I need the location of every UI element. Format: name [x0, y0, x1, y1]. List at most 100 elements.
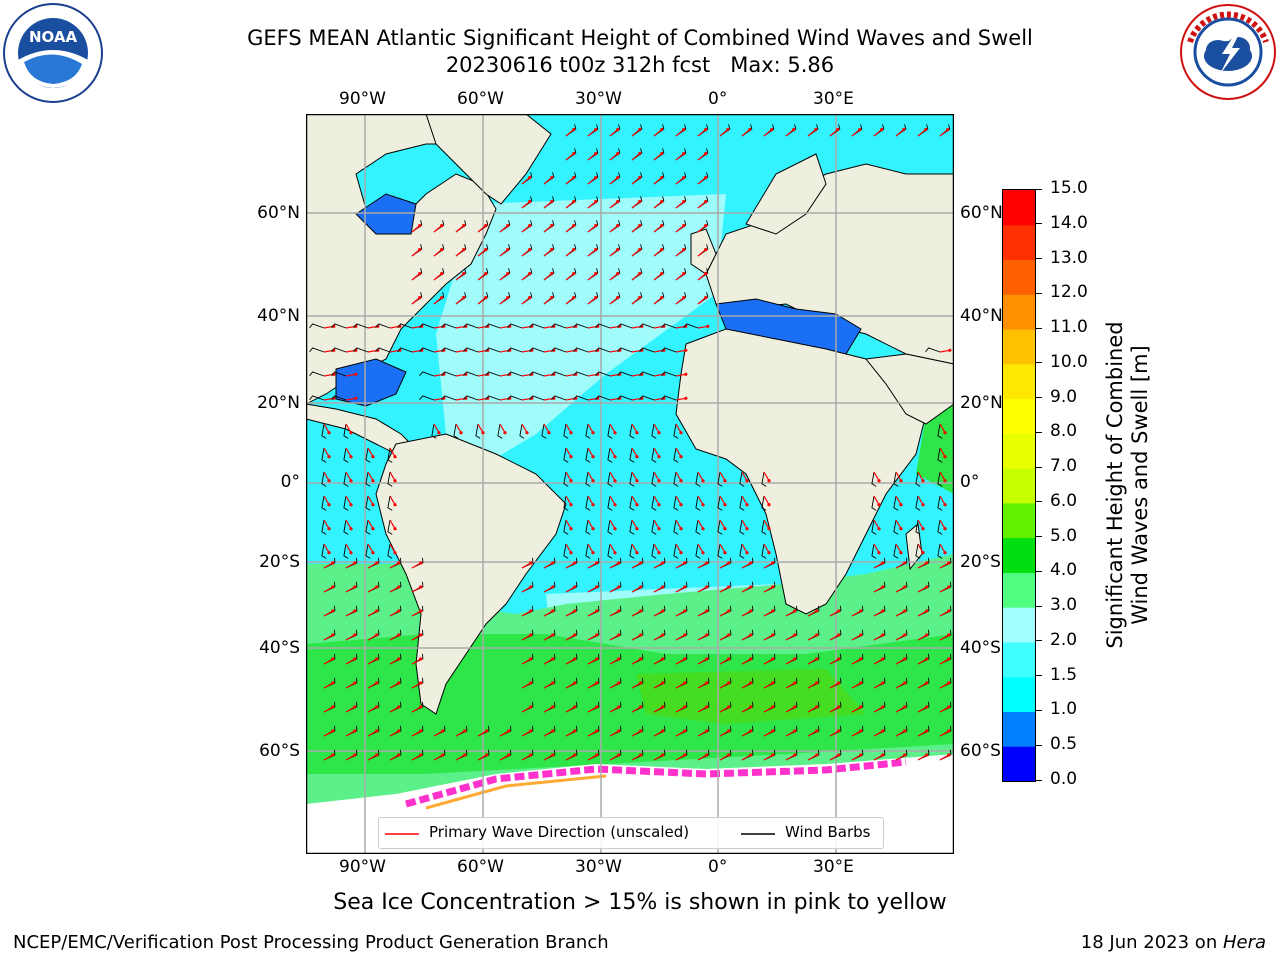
wind-barb — [441, 371, 457, 377]
wind-barb — [717, 471, 723, 487]
wave-direction-arrowhead — [661, 753, 665, 757]
wave-direction-arrowhead — [327, 551, 331, 555]
wave-direction-arrowhead — [701, 527, 705, 531]
wind-barb — [893, 495, 899, 511]
wind-barb — [441, 323, 457, 329]
wave-direction-arrow — [785, 706, 795, 713]
wave-direction-arrowhead — [375, 609, 379, 613]
wave-direction-arrow — [565, 249, 575, 257]
wave-direction-arrowhead — [349, 503, 353, 507]
colorbar-tick-mark — [1036, 779, 1042, 781]
wave-direction-arrow — [609, 495, 616, 505]
wave-direction-arrowhead — [661, 633, 665, 637]
wave-direction-arrow — [653, 543, 660, 553]
wave-direction-arrowhead — [375, 585, 379, 589]
wind-barb — [595, 323, 611, 329]
colorbar-svg — [1003, 190, 1035, 782]
wave-direction-arrow — [719, 562, 729, 569]
wave-direction-arrow — [895, 543, 902, 553]
wave-direction-arrowhead — [701, 479, 705, 483]
colorbar-ticks: 0.0 0.5 1.0 1.5 2.0 3.0 4.0 5.0 6.0 7.0 8.0 9.0 10.0… — [1036, 178, 1116, 789]
wave-direction-arrow — [895, 471, 902, 481]
wave-direction-arrowhead — [683, 633, 687, 637]
wave-direction-arrow — [829, 706, 839, 713]
wave-direction-arrow — [873, 682, 883, 689]
colorbar-tick-mark — [1036, 501, 1042, 503]
wave-direction-arrowhead — [462, 272, 466, 276]
wave-direction-arrow — [411, 730, 421, 737]
wave-direction-arrow — [609, 297, 619, 305]
wind-barb — [365, 519, 371, 535]
wave-direction-arrow — [323, 634, 333, 641]
wave-direction-arrow — [609, 730, 619, 737]
wave-direction-arrow — [719, 610, 729, 617]
wave-direction-arrowhead — [881, 585, 885, 589]
wave-direction-arrow — [697, 129, 707, 137]
wave-direction-arrowhead — [771, 657, 775, 661]
wind-barb — [353, 323, 369, 329]
wave-direction-arrowhead — [419, 657, 423, 661]
wave-direction-arrowhead — [771, 681, 775, 685]
wave-direction-arrowhead — [749, 657, 753, 661]
wave-direction-arrowhead — [639, 657, 643, 661]
wave-direction-arrowhead — [528, 224, 532, 228]
wave-direction-arrow — [675, 610, 685, 617]
wave-direction-arrow — [917, 730, 927, 737]
wind-barb — [321, 423, 327, 439]
wave-direction-arrowhead — [419, 681, 423, 685]
wave-direction-arrowhead — [859, 609, 863, 613]
wave-direction-arrow — [499, 225, 509, 233]
wind-barb — [761, 495, 767, 511]
wave-direction-arrow — [741, 730, 751, 737]
wave-direction-arrowhead — [572, 152, 576, 156]
wave-direction-arrow — [785, 754, 795, 761]
wave-direction-arrowhead — [705, 729, 709, 733]
wave-direction-arrowhead — [591, 455, 595, 459]
wave-direction-arrow — [653, 129, 663, 137]
sea-ice-edge-south-2 — [425, 774, 607, 810]
wave-direction-arrowhead — [925, 729, 929, 733]
wave-direction-arrow — [675, 562, 685, 569]
wave-direction-arrow — [543, 177, 553, 185]
wave-direction-arrow — [763, 543, 770, 553]
wind-barb — [937, 495, 943, 511]
footer-host: Hera — [1222, 932, 1266, 953]
wave-direction-arrowhead — [638, 176, 642, 180]
wave-direction-arrow — [653, 201, 663, 209]
wave-direction-arrow — [565, 682, 575, 689]
wind-barb — [343, 495, 349, 511]
wind-barb — [607, 423, 613, 439]
wave-direction-arrowhead — [551, 585, 555, 589]
wind-barb — [717, 519, 723, 535]
wave-direction-arrow — [719, 754, 729, 761]
wave-direction-arrowhead — [371, 551, 375, 555]
wave-direction-arrowhead — [705, 657, 709, 661]
wave-direction-arrowhead — [349, 551, 353, 555]
wave-direction-arrow — [653, 423, 660, 433]
wave-direction-arrow — [609, 634, 619, 641]
wave-direction-arrowhead — [948, 348, 952, 352]
wind-barb — [463, 371, 479, 377]
wave-direction-arrow — [323, 447, 330, 457]
wind-barb — [585, 423, 591, 439]
wave-direction-arrow — [785, 634, 795, 641]
wave-direction-arrowhead — [331, 585, 335, 589]
wave-direction-arrow — [917, 471, 924, 481]
wave-direction-arrowhead — [881, 705, 885, 709]
wind-barb — [321, 519, 327, 535]
wave-direction-arrow — [521, 562, 531, 569]
wave-direction-arrow — [433, 273, 443, 281]
wind-barb — [563, 471, 569, 487]
wave-direction-arrowhead — [683, 561, 687, 565]
wave-direction-arrowhead — [727, 633, 731, 637]
wave-direction-arrow — [895, 519, 902, 529]
sea-ice-edge-south — [405, 758, 907, 808]
wind-barb — [661, 323, 677, 329]
wave-direction-arrowhead — [899, 479, 903, 483]
wave-direction-arrowhead — [903, 705, 907, 709]
wave-direction-arrowhead — [591, 503, 595, 507]
lon-label-bottom: 30°E — [813, 857, 854, 877]
wave-direction-arrow — [389, 610, 399, 617]
wave-direction-arrow — [587, 754, 597, 761]
wind-barb — [365, 471, 371, 487]
